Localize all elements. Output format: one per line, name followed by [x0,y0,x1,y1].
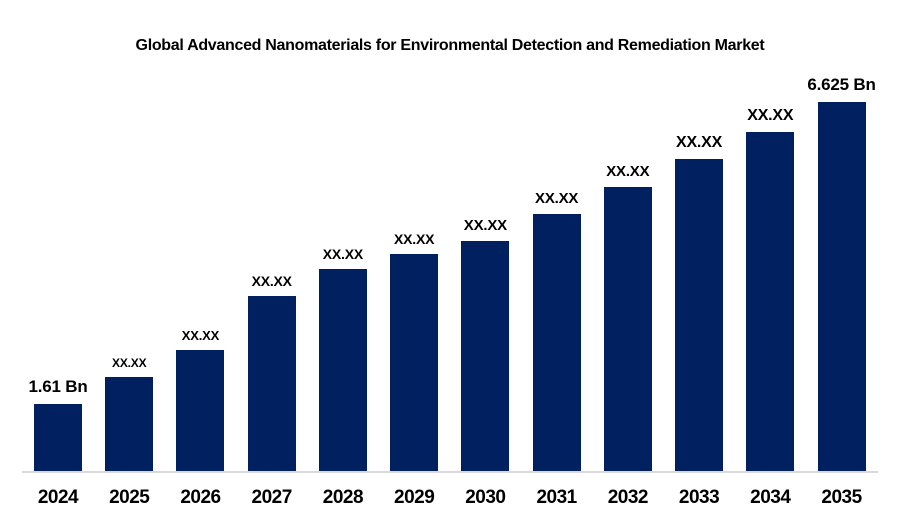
value-label-2029: XX.XX [394,231,435,247]
value-label-2034: XX.XX [747,107,794,124]
bar-2024 [34,404,82,471]
value-label-2032: XX.XX [606,163,650,180]
x-tick-2035: 2035 [821,487,862,508]
bar-2034 [746,132,795,471]
value-label-2027: XX.XX [251,273,292,289]
bar-2028 [318,269,367,471]
x-tick-2028: 2028 [322,487,364,508]
bar-2033 [675,159,724,471]
x-tick-2033: 2033 [678,487,720,508]
x-tick-2034: 2034 [750,487,791,508]
x-tick-2026: 2026 [180,487,221,508]
bar-2026 [176,350,225,471]
value-label-2024: 1.61 Bn [28,377,88,396]
x-tick-2029: 2029 [394,487,435,508]
x-tick-2025: 2025 [109,487,150,508]
chart-title: Global Advanced Nanomaterials for Enviro… [135,37,765,54]
x-tick-2031: 2031 [536,487,577,508]
x-axis-line [22,471,878,473]
bar-2031 [532,214,581,471]
value-label-2033: XX.XX [675,134,723,151]
x-tick-2030: 2030 [465,487,506,508]
bar-2027 [247,296,296,471]
x-tick-2032: 2032 [607,487,649,508]
x-tick-2024: 2024 [37,487,79,508]
value-label-2031: XX.XX [535,190,579,207]
value-label-2026: XX.XX [181,328,220,343]
value-label-2035: 6.625 Bn [807,75,876,94]
value-label-2028: XX.XX [322,246,364,262]
bar-2029 [390,254,439,471]
bar-2025 [105,377,154,471]
bar-2032 [603,187,652,471]
x-tick-2027: 2027 [251,487,293,508]
bar-2030 [461,241,510,471]
value-label-2025: XX.XX [112,356,147,370]
value-label-2030: XX.XX [463,217,507,234]
bar-2035 [817,102,866,471]
